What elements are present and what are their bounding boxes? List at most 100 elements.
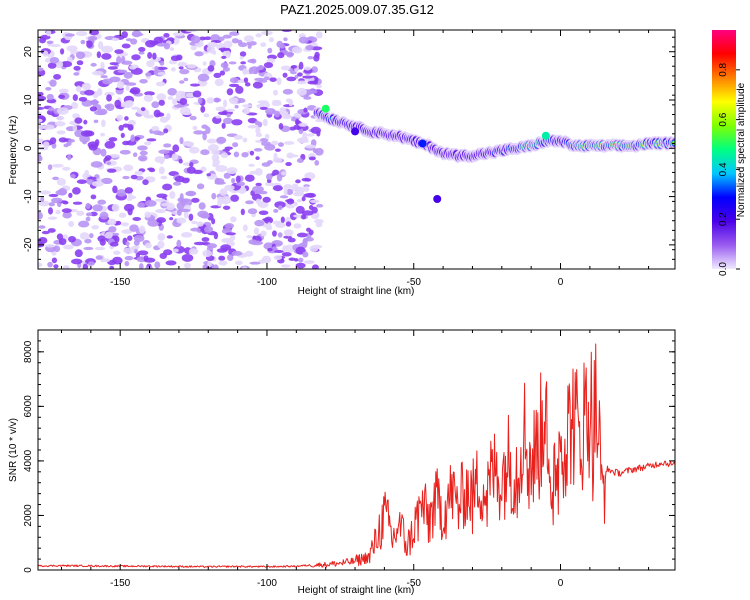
noise-blob [296, 87, 307, 96]
colorbar-ticks: 0.0 0.2 0.4 0.6 0.8 [718, 62, 740, 276]
snr-plot-area [38, 330, 675, 570]
noise-blob [283, 187, 288, 196]
noise-blob [222, 205, 231, 210]
noise-blob [226, 88, 234, 96]
noise-blob [201, 213, 210, 219]
noise-blob [147, 218, 160, 227]
noise-blob [183, 77, 189, 82]
noise-blob [303, 260, 315, 264]
ridge-blob [433, 194, 442, 203]
noise-blob [138, 51, 145, 55]
noise-blob [191, 197, 200, 203]
noise-blob [201, 81, 208, 86]
noise-blob [302, 240, 308, 248]
noise-blob [178, 208, 191, 213]
noise-blob [268, 37, 275, 43]
noise-blob [63, 244, 74, 250]
noise-blob [285, 98, 292, 103]
noise-blob [231, 38, 239, 44]
noise-blob [294, 258, 299, 262]
noise-blob [127, 235, 133, 241]
noise-blob [144, 200, 157, 207]
noise-blob [198, 202, 206, 210]
noise-blob [80, 130, 93, 137]
noise-blob [134, 170, 144, 176]
noise-blob [192, 90, 202, 98]
noise-blob [218, 255, 226, 261]
noise-blob [245, 200, 254, 205]
noise-blob [157, 233, 166, 241]
noise-blob [143, 257, 156, 263]
noise-blob [163, 128, 169, 134]
noise-blob [307, 80, 319, 85]
noise-blob [296, 199, 303, 203]
noise-blob [47, 216, 58, 220]
noise-blob [84, 89, 95, 96]
noise-blob [220, 62, 229, 69]
noise-blob [220, 244, 232, 251]
noise-blob [283, 141, 295, 145]
noise-blob [306, 227, 311, 232]
noise-blob [86, 40, 93, 48]
noise-blob [96, 51, 102, 59]
noise-blob [242, 224, 248, 232]
noise-blob [200, 149, 210, 156]
noise-blob [179, 193, 184, 201]
noise-blob [67, 139, 75, 143]
noise-blob [167, 96, 174, 101]
x-tick-label: -50 [407, 277, 422, 288]
noise-blob [163, 42, 171, 50]
noise-blob [301, 213, 307, 220]
noise-blob [214, 181, 226, 185]
noise-blob [262, 217, 272, 222]
noise-blob [94, 110, 106, 116]
noise-blob [271, 109, 276, 114]
noise-blob [55, 209, 61, 215]
noise-blob [123, 164, 134, 172]
noise-blob [72, 113, 80, 119]
noise-blob [117, 69, 128, 74]
snr-y-axis-label: SNR (10 * v/v) [8, 418, 19, 482]
noise-blob [91, 70, 104, 76]
noise-blob [303, 107, 308, 113]
noise-blob [60, 61, 73, 68]
noise-blob [74, 117, 83, 124]
y-tick-label: 2000 [23, 504, 34, 527]
colorbar-tick-label: 0.4 [718, 162, 729, 176]
noise-blob [309, 199, 320, 204]
noise-blob [121, 60, 133, 65]
noise-blob [66, 45, 78, 52]
noise-blob [200, 105, 206, 113]
noise-blob [38, 262, 43, 268]
noise-blob [124, 116, 129, 121]
noise-blob [38, 153, 42, 162]
noise-blob [253, 148, 263, 152]
noise-blob [184, 262, 191, 269]
noise-blob [130, 174, 138, 180]
noise-blob [92, 204, 103, 212]
noise-blob [176, 208, 182, 216]
noise-blob [94, 246, 106, 251]
noise-blob [75, 51, 86, 59]
noise-blob [233, 135, 243, 140]
noise-blob [169, 47, 175, 52]
noise-blob [121, 229, 133, 234]
noise-blob [100, 61, 105, 70]
noise-blob [116, 56, 122, 65]
noise-blob [312, 264, 319, 269]
noise-blob [41, 230, 50, 235]
noise-blob [159, 60, 165, 66]
y-tick-label: 8000 [23, 340, 34, 363]
noise-blob [104, 91, 115, 97]
noise-blob [102, 78, 113, 85]
noise-blob [63, 143, 69, 148]
noise-blob [38, 236, 48, 244]
noise-blob [305, 45, 314, 51]
noise-blob [255, 126, 261, 135]
noise-blob [95, 255, 103, 260]
noise-blob [221, 55, 227, 60]
noise-blob [293, 214, 304, 218]
noise-blob [293, 201, 298, 207]
noise-blob [176, 239, 182, 248]
noise-blob [122, 140, 130, 146]
